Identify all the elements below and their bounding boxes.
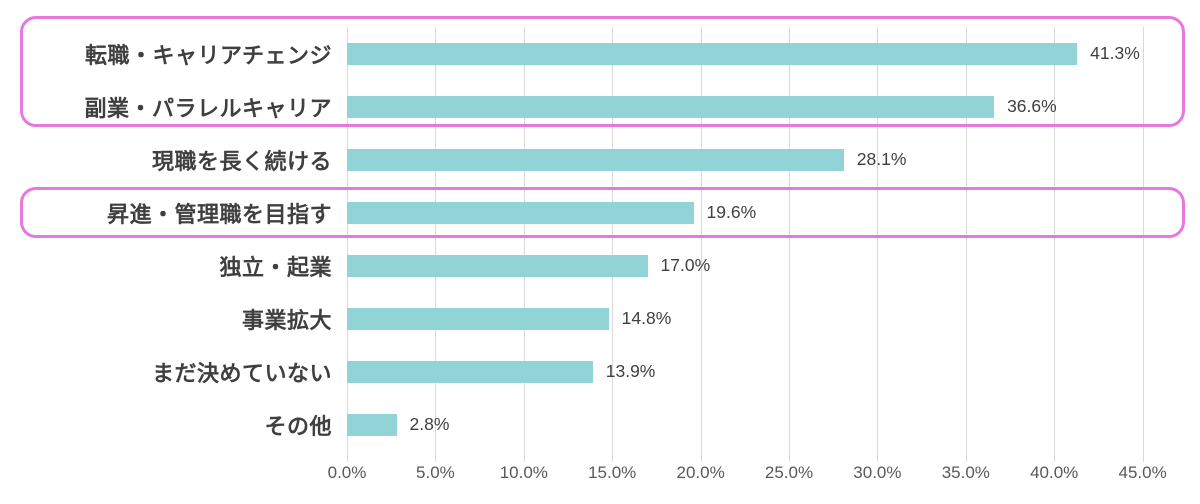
axis-tick-label: 15.0% — [588, 463, 637, 482]
gridline — [347, 27, 348, 451]
bar — [347, 148, 844, 171]
gridline — [435, 27, 437, 451]
axis-tick-label: 35.0% — [941, 463, 990, 482]
axis-tick — [523, 451, 525, 462]
gridline — [789, 27, 790, 451]
bar — [347, 201, 694, 224]
category-label: まだ決めていない — [151, 360, 332, 386]
bar — [347, 307, 609, 330]
axis-tick-label: 5.0% — [416, 463, 455, 482]
bar — [347, 413, 397, 436]
category-label: 昇進・管理職を目指す — [106, 201, 332, 227]
value-label: 14.8% — [621, 308, 672, 328]
gridline — [877, 27, 879, 451]
axis-tick-label: 10.0% — [499, 463, 548, 482]
bar — [347, 254, 648, 277]
category-label: その他 — [264, 413, 332, 439]
value-label: 36.6% — [1007, 96, 1057, 116]
gridline — [612, 27, 614, 451]
axis-tick — [435, 451, 437, 462]
axis-tick — [700, 451, 702, 462]
axis-tick-label: 30.0% — [853, 463, 902, 482]
gridline — [523, 27, 525, 451]
axis-tick — [1142, 451, 1144, 462]
gridline — [1054, 27, 1056, 451]
bar — [347, 95, 995, 118]
category-label: 現職を長く続ける — [151, 148, 332, 174]
value-label: 13.9% — [605, 361, 656, 381]
gridline — [1142, 27, 1144, 451]
value-label: 28.1% — [856, 149, 907, 169]
axis-tick — [612, 451, 614, 462]
category-label: 独立・起業 — [219, 254, 332, 280]
bar — [347, 360, 593, 383]
gridline — [700, 27, 702, 451]
value-label: 2.8% — [409, 414, 450, 434]
category-label: 事業拡大 — [241, 307, 332, 333]
axis-tick — [347, 451, 348, 462]
value-label: 41.3% — [1090, 43, 1140, 63]
gridline — [965, 27, 967, 451]
axis-tick-label: 20.0% — [676, 463, 725, 482]
axis-tick-label: 45.0% — [1118, 463, 1167, 482]
axis-tick — [1054, 451, 1056, 462]
value-label: 17.0% — [660, 255, 711, 275]
value-label: 19.6% — [706, 202, 757, 222]
axis-tick — [789, 451, 790, 462]
category-label: 副業・パラレルキャリア — [84, 95, 332, 121]
category-label: 転職・キャリアチェンジ — [84, 42, 332, 68]
axis-tick-label: 25.0% — [764, 463, 814, 482]
axis-tick — [877, 451, 879, 462]
axis-tick-label: 40.0% — [1030, 463, 1079, 482]
axis-tick — [965, 451, 967, 462]
bar — [347, 42, 1078, 65]
axis-tick-label: 0.0% — [327, 463, 367, 482]
